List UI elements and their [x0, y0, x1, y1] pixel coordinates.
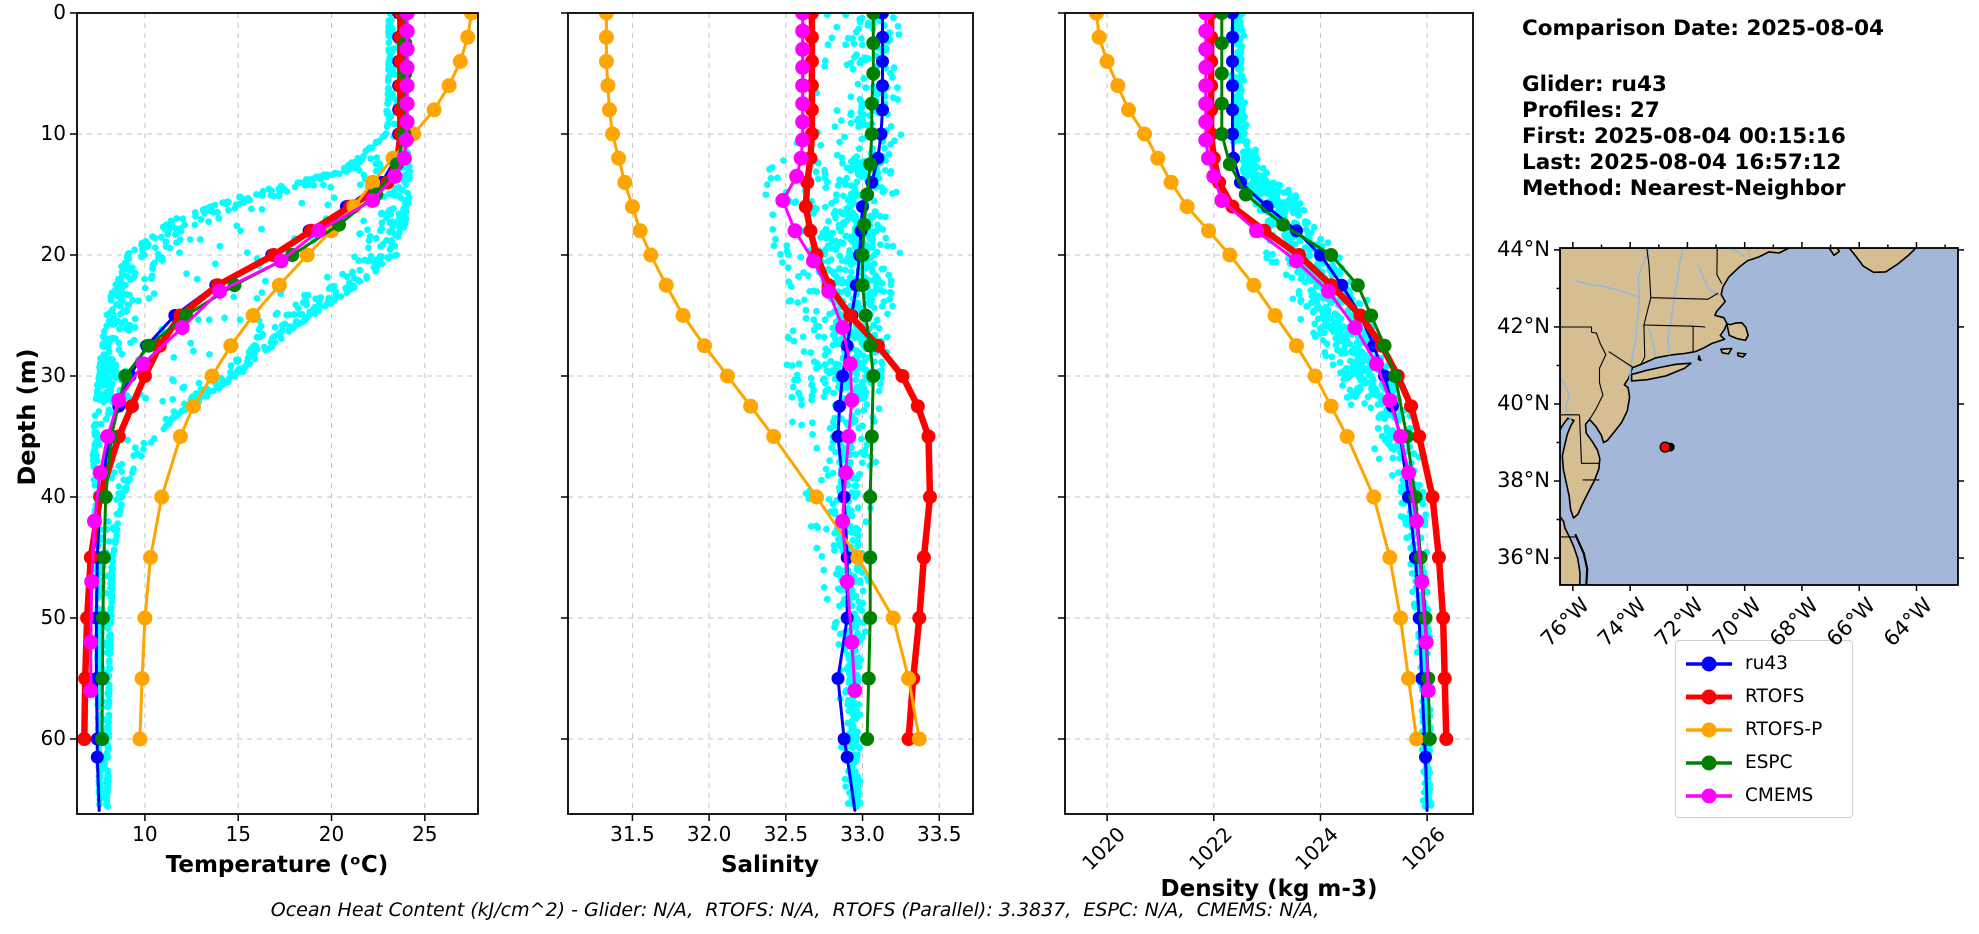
- legend-marker-rtofs: [1686, 689, 1732, 704]
- comparison-date: Comparison Date: 2025-08-04: [1522, 16, 1885, 41]
- map-lat-label: 42°N: [1497, 313, 1550, 338]
- depth-tick-label: 0: [53, 0, 66, 24]
- temperature-axis-label: Temperature (ᵒC): [165, 852, 389, 878]
- x-tick-label-temperature: 15: [225, 822, 251, 846]
- depth-tick-label: 10: [40, 120, 66, 145]
- x-tick-label-salinity: 32.0: [686, 822, 732, 846]
- glider-name: Glider: ru43: [1522, 72, 1667, 97]
- series-rtofs-p-temperature: [132, 13, 478, 747]
- series-ru43-temperature: [89, 13, 406, 764]
- legend-marker-espc: [1686, 755, 1732, 770]
- series-rtofs-p-salinity: [598, 13, 927, 747]
- legend-marker-ru43: [1686, 656, 1732, 671]
- map-lat-label: 38°N: [1497, 468, 1550, 492]
- depth-tick-label: 20: [40, 241, 66, 266]
- depth-tick-label: 40: [40, 483, 66, 508]
- map-lon-label: 64°W: [1879, 593, 1938, 651]
- salinity-axis-label: Salinity: [720, 852, 820, 878]
- depth-tick-label: 30: [40, 362, 66, 387]
- map-lon-label: 74°W: [1593, 593, 1652, 651]
- series-cmems-temperature: [83, 13, 415, 699]
- x-tick-label-temperature: 25: [412, 822, 438, 846]
- map-lat-label: 40°N: [1497, 390, 1550, 415]
- x-tick-label-density: 1026: [1397, 822, 1451, 875]
- depth-tick-label: 50: [40, 604, 66, 629]
- last-profile-time: Last: 2025-08-04 16:57:12: [1522, 150, 1842, 175]
- series-espc-density: [1214, 13, 1437, 746]
- legend-marker-cmems: [1686, 788, 1732, 803]
- map-lat-label: 44°N: [1497, 236, 1550, 261]
- first-profile-time: First: 2025-08-04 00:15:16: [1522, 124, 1846, 149]
- depth-tick-label: 60: [40, 725, 66, 750]
- legend-marker-rtofs-p: [1686, 722, 1732, 737]
- panel-salinity: [561, 12, 974, 821]
- panel-temperature: [70, 12, 479, 821]
- x-tick-label-temperature: 10: [132, 822, 158, 846]
- legend: ru43 RTOFS RTOFS-P ESPC CMEMS: [1675, 640, 1853, 818]
- series-cmems-salinity: [775, 13, 863, 699]
- x-tick-label-salinity: 33.5: [916, 822, 962, 846]
- legend-item-espc: ESPC: [1686, 746, 1852, 779]
- series-rtofs-p-density: [1089, 13, 1424, 747]
- x-tick-label-density: 1020: [1077, 822, 1131, 875]
- density-axis-label: Density (kg m-3): [1160, 876, 1378, 902]
- method: Method: Nearest-Neighbor: [1522, 176, 1846, 201]
- comparison-info-panel: Comparison Date: 2025-08-04 Glider: ru43…: [1522, 16, 1884, 202]
- profile-count: Profiles: 27: [1522, 98, 1660, 123]
- legend-item-cmems: CMEMS: [1686, 779, 1852, 812]
- series-cmems-density: [1198, 13, 1436, 699]
- legend-label: RTOFS: [1745, 686, 1805, 707]
- panel-density: [1058, 12, 1474, 821]
- legend-label: ru43: [1745, 653, 1788, 674]
- legend-item-ru43: ru43: [1686, 647, 1852, 680]
- legend-label: CMEMS: [1745, 785, 1814, 806]
- map-lat-label: 36°N: [1497, 545, 1550, 570]
- x-tick-label-salinity: 32.5: [763, 822, 809, 846]
- legend-item-rtofs: RTOFS: [1686, 680, 1852, 713]
- x-tick-label-salinity: 31.5: [610, 822, 655, 846]
- legend-label: RTOFS-P: [1745, 719, 1823, 740]
- x-tick-label-salinity: 33.0: [840, 822, 885, 846]
- map-canvas: [1554, 242, 1964, 591]
- legend-item-rtofs-p: RTOFS-P: [1686, 713, 1852, 746]
- map-lon-label: 76°W: [1535, 593, 1594, 651]
- series-espc-salinity: [855, 13, 881, 746]
- x-tick-label-temperature: 20: [318, 822, 345, 846]
- ocean-heat-content-footer: Ocean Heat Content (kJ/cm^2) - Glider: N…: [270, 899, 1320, 921]
- legend-label: ESPC: [1745, 752, 1793, 773]
